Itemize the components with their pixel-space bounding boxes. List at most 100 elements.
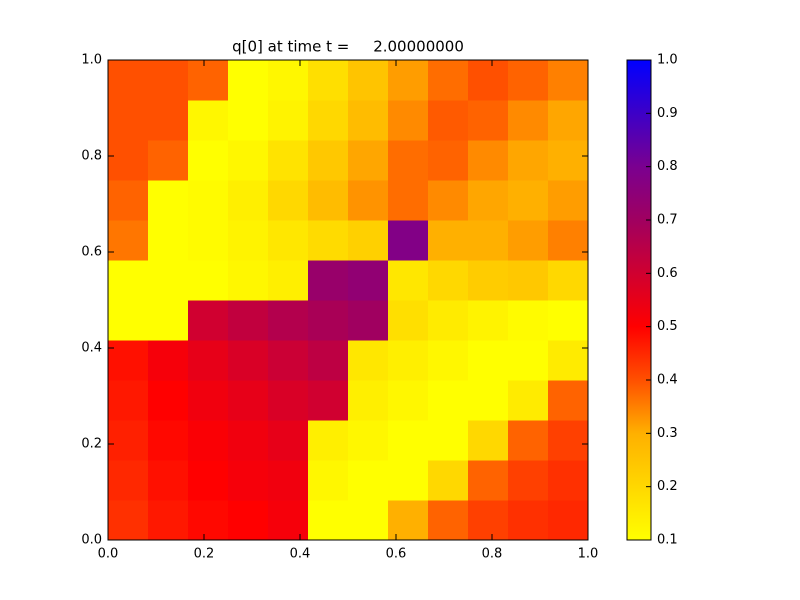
heatmap-cell: [428, 60, 469, 101]
colorbar-tick-label: 0.6: [657, 266, 678, 281]
heatmap-cell: [548, 60, 589, 101]
x-tick-label: 0.8: [482, 547, 503, 562]
colorbar-tick-label: 0.8: [657, 159, 678, 174]
heatmap-cell: [508, 140, 549, 181]
heatmap-cell: [388, 100, 429, 141]
heatmap-cell: [108, 180, 149, 221]
heatmap-cell: [508, 420, 549, 461]
heatmap-cell: [268, 380, 309, 421]
heatmap-cell: [548, 140, 589, 181]
heatmap-cell: [188, 260, 229, 301]
colorbar-tick-label: 0.7: [657, 213, 678, 228]
heatmap-cell: [548, 420, 589, 461]
y-tick-label: 0.2: [81, 437, 102, 452]
heatmap-cell: [508, 500, 549, 541]
heatmap-cell: [468, 260, 509, 301]
heatmap-cell: [188, 380, 229, 421]
heatmap-cell: [388, 460, 429, 501]
heatmap-cell: [108, 260, 149, 301]
heatmap-cell: [388, 140, 429, 181]
heatmap-cell: [108, 220, 149, 261]
y-tick-label: 0.6: [81, 245, 102, 260]
heatmap-cell: [468, 100, 509, 141]
heatmap-cell: [268, 500, 309, 541]
chart-title: q[0] at time t = 2.00000000: [232, 38, 464, 56]
heatmap-cell: [388, 60, 429, 101]
heatmap-cell: [388, 300, 429, 341]
colorbar-tick-label: 0.4: [657, 373, 678, 388]
heatmap-cell: [468, 340, 509, 381]
heatmap-cell: [228, 340, 269, 381]
x-tick-label: 0.2: [194, 547, 215, 562]
heatmap-cell: [228, 100, 269, 141]
heatmap-cell: [388, 220, 429, 261]
heatmap-cell: [148, 300, 189, 341]
heatmap-cell: [548, 220, 589, 261]
heatmap-cell: [108, 500, 149, 541]
heatmap-cell: [348, 460, 389, 501]
heatmap-cell: [308, 260, 349, 301]
x-tick-label: 0.0: [98, 547, 119, 562]
heatmap-cell: [348, 180, 389, 221]
heatmap-cell: [188, 180, 229, 221]
heatmap-cell: [148, 60, 189, 101]
heatmap-cell: [188, 500, 229, 541]
heatmap-cell: [388, 180, 429, 221]
heatmap-cell: [188, 420, 229, 461]
heatmap-cell: [308, 300, 349, 341]
heatmap-cell: [148, 500, 189, 541]
heatmap-cell: [108, 300, 149, 341]
heatmap-cell: [268, 260, 309, 301]
heatmap-cell: [508, 60, 549, 101]
heatmap-cell: [348, 260, 389, 301]
colorbar-tick-label: 0.2: [657, 479, 678, 494]
heatmap-cell: [428, 300, 469, 341]
heatmap-cell: [348, 340, 389, 381]
heatmap-cell: [348, 60, 389, 101]
heatmap-cell: [188, 220, 229, 261]
heatmap-cell: [188, 300, 229, 341]
heatmap-cell: [108, 60, 149, 101]
heatmap-cell: [388, 420, 429, 461]
heatmap-cell: [428, 180, 469, 221]
y-tick-label: 0.8: [81, 149, 102, 164]
heatmap-cell: [428, 420, 469, 461]
heatmap-cell: [348, 100, 389, 141]
heatmap-cell: [388, 380, 429, 421]
heatmap-cell: [108, 420, 149, 461]
heatmap-cell: [548, 300, 589, 341]
heatmap-cell: [348, 420, 389, 461]
y-tick-label: 1.0: [81, 53, 102, 68]
heatmap-cell: [468, 300, 509, 341]
heatmap-cell: [228, 500, 269, 541]
heatmap-cell: [428, 460, 469, 501]
colorbar-tick-label: 0.5: [657, 319, 678, 334]
heatmap-cell: [548, 100, 589, 141]
y-tick-label: 0.0: [81, 533, 102, 548]
heatmap-cell: [308, 180, 349, 221]
heatmap-cell: [108, 460, 149, 501]
heatmap-cell: [148, 180, 189, 221]
heatmap-cell: [548, 260, 589, 301]
heatmap-cell: [468, 460, 509, 501]
heatmap-cell: [348, 300, 389, 341]
heatmap-cell: [268, 220, 309, 261]
heatmap-cell: [268, 300, 309, 341]
colorbar-tick-label: 1.0: [657, 53, 678, 68]
heatmap-cell: [508, 340, 549, 381]
heatmap-cell: [308, 100, 349, 141]
heatmap-cell: [188, 460, 229, 501]
heatmap-cell: [508, 100, 549, 141]
heatmap-cell: [188, 60, 229, 101]
heatmap-cell: [388, 340, 429, 381]
heatmap-cell: [468, 60, 509, 101]
heatmap-cell: [468, 500, 509, 541]
heatmap-cell: [228, 60, 269, 101]
heatmap-cell: [148, 140, 189, 181]
heatmap-cell: [308, 500, 349, 541]
heatmap-cell: [428, 380, 469, 421]
heatmap-cell: [508, 180, 549, 221]
heatmap-cell: [468, 180, 509, 221]
heatmap-cell: [508, 300, 549, 341]
